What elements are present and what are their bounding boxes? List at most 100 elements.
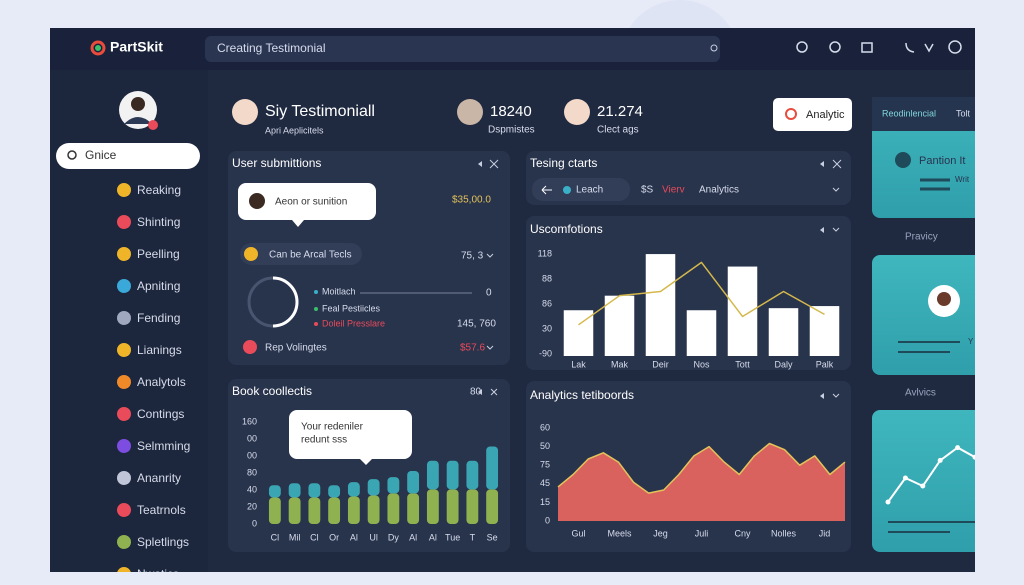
y-tick-label: 86 (542, 298, 552, 308)
profile-subtitle: Apri Aeplicitels (265, 125, 324, 135)
icon-home[interactable] (861, 42, 873, 53)
close-icon[interactable] (832, 159, 842, 169)
right-tab[interactable]: Tolt (956, 108, 971, 118)
x-tick-label: Mil (289, 532, 301, 542)
icon-search[interactable] (796, 41, 808, 53)
menu-item[interactable]: Contings (137, 407, 184, 421)
menu-item[interactable]: Ananrity (137, 471, 181, 485)
search-icon[interactable] (710, 44, 718, 52)
sidebar-search-icon (67, 150, 77, 160)
collapse-icon[interactable] (820, 393, 824, 399)
menu-item[interactable]: Shinting (137, 215, 180, 229)
menu-item[interactable]: Fending (137, 311, 180, 325)
collapse-icon[interactable] (820, 227, 824, 233)
line (887, 446, 975, 503)
right-header (872, 97, 975, 131)
bar-segment (486, 489, 499, 524)
y-tick-label: 45 (540, 478, 550, 488)
point (902, 475, 908, 481)
stat-avatar (457, 99, 483, 125)
avatar-badge (148, 120, 158, 130)
button-icon (785, 108, 797, 120)
x-tick-label: Cl (310, 532, 319, 542)
y-tick-label: 00 (247, 433, 257, 443)
pill-arrow (541, 185, 552, 195)
y-tick-label: 40 (247, 484, 257, 494)
x-tick-label: Al (350, 532, 358, 542)
tab[interactable]: Vierv (662, 185, 685, 196)
chevron[interactable] (832, 393, 840, 398)
icon-info[interactable] (948, 40, 962, 54)
icon-chat[interactable] (829, 41, 841, 53)
menu-item[interactable]: Nwatics (137, 567, 179, 581)
x-tick-label: Jeg (653, 528, 668, 538)
right-tab[interactable]: Reodinlencial (882, 108, 936, 118)
chevron[interactable] (832, 187, 840, 192)
tab[interactable]: $S (641, 185, 654, 196)
bar-segment (387, 493, 400, 524)
close-icon[interactable] (489, 159, 499, 169)
profile-avatar (232, 99, 258, 125)
bar-segment (288, 497, 301, 524)
x-tick-label: Or (329, 532, 339, 542)
x-tick-label: Al (409, 532, 417, 542)
corner-label: 80 (470, 387, 482, 398)
search-bar[interactable] (205, 36, 720, 62)
menu-icon (117, 279, 131, 293)
y-tick-label: 0 (252, 518, 257, 528)
menu-icon (117, 567, 131, 572)
collapse-icon[interactable] (478, 389, 482, 395)
y-tick-label: 118 (538, 248, 552, 258)
x-tick-label: Gul (571, 528, 585, 538)
legend-value: 145, 760 (457, 319, 496, 330)
bar-segment (426, 489, 439, 524)
point (885, 499, 891, 505)
icon-phone[interactable] (905, 42, 915, 53)
x-tick-label: Ul (369, 532, 378, 542)
card-text: Writ (955, 175, 970, 184)
x-tick-label: Lak (571, 359, 586, 369)
collapse-icon[interactable] (478, 161, 482, 167)
bar-segment (268, 497, 281, 524)
bar-segment (466, 460, 479, 490)
pill[interactable] (532, 178, 630, 201)
point (955, 445, 961, 451)
tooltip-tail (360, 459, 372, 465)
y-tick-label: 60 (540, 422, 550, 432)
menu-item[interactable]: Selmming (137, 439, 190, 453)
bubble-text: Aeon or sunition (275, 197, 347, 208)
tag-icon (244, 247, 258, 261)
x-tick-label: Cl (271, 532, 280, 542)
chevron[interactable] (486, 345, 494, 350)
sidebar-search[interactable] (56, 143, 200, 169)
menu-item[interactable]: Reaking (137, 183, 181, 197)
analytic-button[interactable] (773, 98, 852, 131)
menu-item[interactable]: Teatrnols (137, 503, 186, 517)
panel-title: Book coollectis (232, 384, 312, 398)
bar-segment (407, 470, 420, 494)
y-tick-label: 20 (247, 501, 257, 511)
tooltip-text: redunt sss (301, 435, 347, 446)
menu-item[interactable]: Peelling (137, 247, 180, 261)
sidebar-menu: Reaking Shinting Peelling Apniting Fending Li… (117, 183, 190, 581)
chevron[interactable] (486, 253, 494, 258)
card-text: Pantion It (919, 155, 965, 167)
chevron[interactable] (832, 227, 840, 232)
close-icon[interactable] (490, 388, 498, 396)
menu-icon (117, 471, 131, 485)
tooltip (289, 410, 412, 459)
menu-item[interactable]: Analytols (137, 375, 186, 389)
legend-label: Feal Pestiicles (322, 303, 381, 313)
right-card (872, 255, 975, 375)
x-tick-label: Meels (607, 528, 632, 538)
app-window: PartSkit Creating Testimonial Gnice Reak… (50, 28, 975, 581)
avatar-head (937, 292, 951, 306)
x-tick-label: Daly (774, 359, 793, 369)
collapse-icon[interactable] (820, 161, 824, 167)
menu-item[interactable]: Apniting (137, 279, 180, 293)
menu-item[interactable]: Spletlings (137, 535, 189, 549)
y-tick-label: -90 (539, 348, 552, 358)
menu-item[interactable]: Lianings (137, 343, 182, 357)
icon-heart[interactable] (924, 43, 934, 53)
tab[interactable]: Analytics (699, 185, 739, 196)
